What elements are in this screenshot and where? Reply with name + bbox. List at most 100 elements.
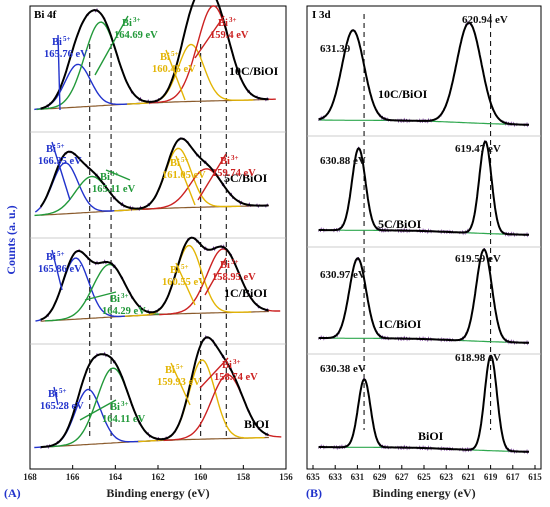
x-tick-label: 635 (306, 472, 320, 482)
sample-label: 5C/BiOI (224, 171, 268, 185)
peak-value-label: 159.4 eV (210, 30, 249, 41)
component-peak (124, 244, 252, 317)
peak-charge-label: 3+ (121, 292, 129, 300)
peak-ion-label: Bi (110, 294, 120, 305)
sample-label: BiOI (244, 417, 270, 431)
sample-label: BiOI (418, 429, 444, 443)
annotation-arrow (94, 15, 129, 76)
peak-ion-label: Bi (165, 365, 175, 376)
panel-b-title: I 3d (312, 9, 331, 21)
peak-value-label: 620.94 eV (462, 14, 508, 26)
peak-ion-label: Bi (48, 389, 58, 400)
x-tick-label: 156 (279, 472, 293, 482)
peak-ion-label: Bi (110, 402, 120, 413)
y-axis-title: Counts (a. u.) (4, 205, 18, 274)
sample-label: 10C/BiOI (229, 64, 279, 78)
peak-ion-label: Bi (220, 156, 230, 167)
x-axis-title-a: Binding energy (eV) (106, 486, 209, 500)
peak-value-label: 158.74 eV (214, 372, 258, 383)
sample-label: 1C/BiOI (378, 317, 422, 331)
peak-ion-label: Bi (122, 18, 132, 29)
peak-charge-label: 5+ (57, 142, 65, 150)
envelope-fit (318, 140, 529, 236)
component-peak (138, 359, 265, 443)
x-tick-label: 633 (328, 472, 342, 482)
peak-charge-label: 5+ (59, 387, 67, 395)
raw-spectrum (40, 334, 269, 450)
panel-a-title: Bi 4f (34, 9, 57, 21)
peak-ion-label: Bi (170, 158, 180, 169)
annotation-arrow (197, 153, 227, 201)
peak-value-label: 619.59 eV (455, 253, 501, 265)
annotation-arrow (175, 155, 196, 206)
peak-value-label: 630.97 eV (320, 269, 366, 281)
envelope-fit (318, 248, 529, 344)
x-tick-label: 160 (194, 472, 208, 482)
peak-charge-label: 3+ (231, 154, 239, 162)
peak-value-label: 630.88 eV (320, 155, 366, 167)
envelope-fit (40, 336, 269, 449)
peak-charge-label: 5+ (171, 50, 179, 58)
panel-a-label: (A) (4, 486, 21, 500)
peak-ion-label: Bi (218, 18, 228, 29)
peak-value-label: 164.11 eV (102, 414, 146, 425)
peak-ion-label: Bi (160, 52, 170, 63)
x-tick-label: 166 (66, 472, 80, 482)
panel-b-frame (306, 5, 542, 470)
annotation-arrow (165, 49, 186, 101)
peak-value-label: 631.39 (320, 43, 351, 55)
peak-value-label: 164.29 eV (102, 306, 146, 317)
annotation-arrow (51, 141, 71, 201)
annotation-arrow (57, 34, 61, 111)
annotation-arrow (53, 386, 59, 406)
peak-value-label: 158.95 eV (212, 272, 256, 283)
annotation-arrow (79, 399, 117, 421)
annotation-arrow (194, 15, 225, 59)
raw-spectrum (318, 20, 530, 128)
envelope-fit (40, 0, 269, 110)
sample-label: 10C/BiOI (378, 87, 428, 101)
peak-ion-label: Bi (46, 144, 56, 155)
peak-charge-label: 3+ (233, 358, 241, 366)
x-tick-label: 619 (484, 472, 498, 482)
sample-label: 5C/BiOI (378, 217, 422, 231)
peak-value-label: 165.76 eV (44, 49, 88, 60)
x-tick-label: 164 (109, 472, 123, 482)
x-tick-label: 627 (395, 472, 409, 482)
x-tick-label: 631 (351, 472, 365, 482)
peak-value-label: 165.28 eV (40, 401, 84, 412)
annotation-arrow (105, 169, 131, 181)
peak-charge-label: 3+ (229, 16, 237, 24)
peak-ion-label: Bi (52, 37, 62, 48)
x-tick-label: 162 (151, 472, 165, 482)
x-tick-label: 158 (237, 472, 251, 482)
peak-charge-label: 5+ (181, 263, 189, 271)
envelope-fit (39, 137, 269, 210)
peak-value-label: 165.86 eV (38, 264, 82, 275)
peak-charge-label: 5+ (63, 35, 71, 43)
peak-ion-label: Bi (220, 260, 230, 271)
peak-charge-label: 3+ (231, 258, 239, 266)
peak-ion-label: Bi (100, 172, 110, 183)
peak-charge-label: 5+ (176, 363, 184, 371)
component-peak (127, 43, 254, 105)
peak-value-label: 165.11 eV (92, 184, 136, 195)
x-tick-label: 615 (528, 472, 542, 482)
peak-charge-label: 5+ (181, 156, 189, 164)
x-axis-title-b: Binding energy (eV) (372, 486, 475, 500)
x-tick-label: 168 (23, 472, 37, 482)
peak-value-label: 619.47 eV (455, 143, 501, 155)
peak-ion-label: Bi (222, 360, 232, 371)
annotation-arrow (204, 257, 227, 296)
annotation-arrow (84, 291, 117, 301)
x-tick-label: 629 (373, 472, 387, 482)
peak-charge-label: 3+ (121, 400, 129, 408)
x-tick-label: 623 (439, 472, 453, 482)
annotation-arrow (199, 357, 229, 389)
peak-value-label: 166.35 eV (38, 156, 82, 167)
peak-value-label: 159.74 eV (212, 168, 256, 179)
envelope-fit (318, 21, 529, 126)
annotation-arrow (51, 249, 63, 291)
